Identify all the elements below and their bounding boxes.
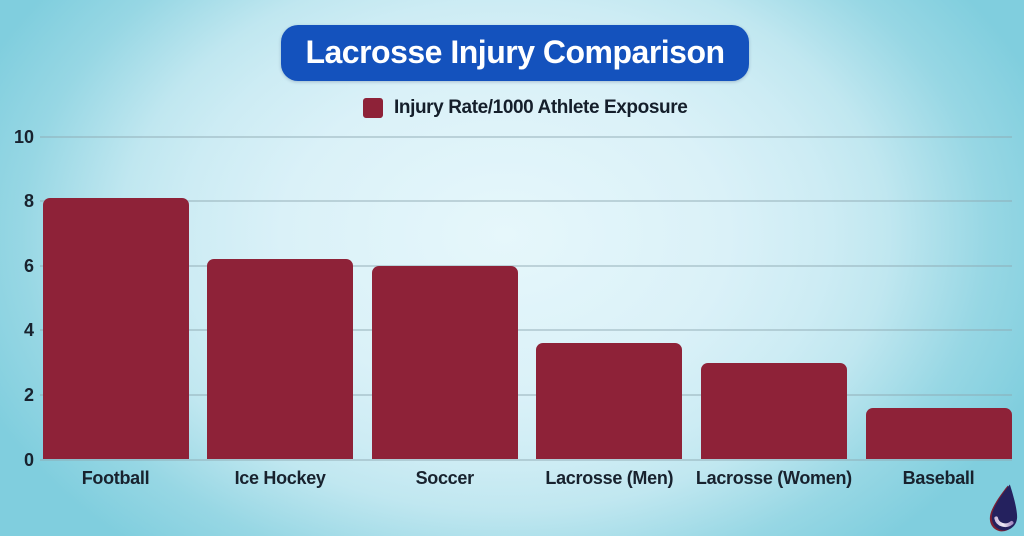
y-axis-tick-label: 0 [23,449,34,470]
legend-swatch [363,98,383,118]
bar-lacrosse-men [536,343,683,460]
x-axis-category-label: Ice Hockey [234,468,326,488]
gridline-y6 [40,264,1012,267]
bar-lacrosse-women [700,362,847,460]
gridline-y10 [40,135,1012,138]
gridline-y4 [40,329,1012,332]
x-axis-category-label: Soccer [415,468,475,488]
chart-title: Lacrosse Injury Comparison [305,33,725,70]
y-axis-tick-label: 4 [23,320,34,341]
x-axis-category-label: Lacrosse (Men) [545,468,674,488]
gridline-y0 [40,458,1012,461]
water-drop-logo [989,484,1018,532]
x-axis-category-label: Football [81,468,150,488]
x-axis-category-label: Baseball [902,468,975,488]
water-drop-highlight [994,516,1014,527]
y-axis-tick-label: 2 [23,384,34,405]
y-axis-tick-label: 6 [23,255,34,276]
bar-baseball [865,407,1012,460]
chart-title-pill: Lacrosse Injury Comparison [281,25,749,81]
legend: Injury Rate/1000 Athlete Exposure [363,97,688,119]
gridline-y8 [40,200,1012,203]
legend-label: Injury Rate/1000 Athlete Exposure [394,97,688,118]
bar-soccer [371,265,518,460]
x-axis-category-label: Lacrosse (Women) [695,468,852,488]
y-axis-tick-label: 8 [23,191,34,212]
gridline-y2 [40,393,1012,396]
bar-football [42,197,189,460]
bar-ice-hockey [207,259,354,460]
y-axis-tick-label: 10 [13,126,34,147]
